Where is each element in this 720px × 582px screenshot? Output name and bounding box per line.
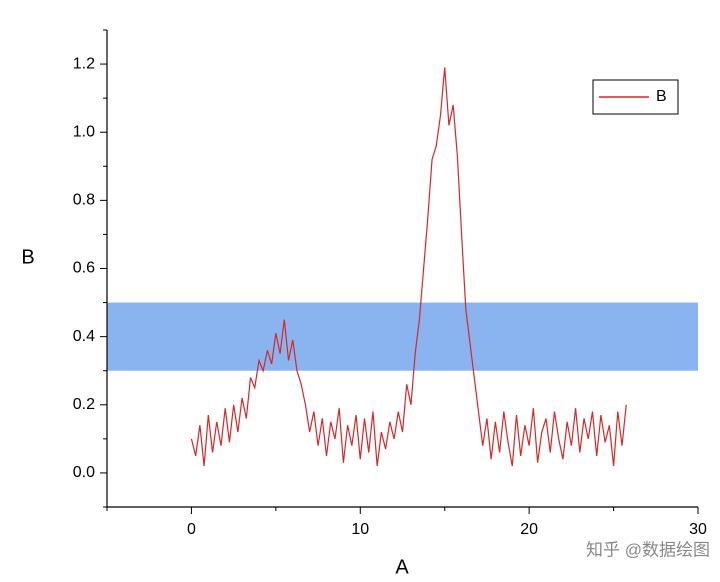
series-line [190, 67, 627, 467]
x-tick-label: 20 [520, 521, 538, 538]
y-tick-label: 0.6 [73, 260, 95, 277]
x-tick-label: 30 [689, 521, 707, 538]
watermark: 知乎 @数据绘图 [586, 540, 710, 559]
y-tick-label: 1.0 [73, 123, 95, 140]
y-tick-label: 0.2 [73, 396, 95, 413]
band [107, 302, 698, 371]
y-tick-label: 0.0 [73, 464, 95, 481]
y-tick-label: 0.4 [73, 328, 95, 345]
legend-label: B [656, 88, 667, 105]
y-tick-label: 1.2 [73, 55, 95, 72]
y-tick-label: 0.8 [73, 192, 95, 209]
y-axis-title: B [21, 246, 34, 268]
x-axis-title: A [395, 556, 409, 578]
x-tick-label: 10 [351, 521, 369, 538]
x-tick-label: 0 [187, 521, 196, 538]
